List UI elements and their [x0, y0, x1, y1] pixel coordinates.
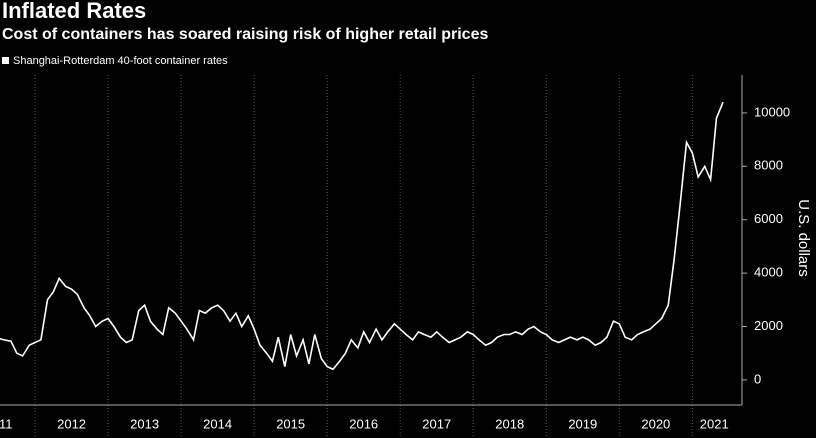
- y-tick-label: 6000: [754, 211, 783, 226]
- x-tick-label: 2014: [203, 416, 232, 431]
- y-tick-label: 4000: [754, 265, 783, 280]
- x-tick-label: 2018: [495, 416, 524, 431]
- x-tick-label: 2011: [0, 416, 13, 431]
- y-tick-label: 8000: [754, 158, 783, 173]
- legend-swatch: [2, 57, 9, 64]
- x-tick-label: 2016: [349, 416, 378, 431]
- x-tick-label: 2019: [568, 416, 597, 431]
- legend-label: Shanghai-Rotterdam 40-foot container rat…: [13, 55, 228, 67]
- x-tick-label: 2015: [276, 416, 305, 431]
- x-tick-label: 2013: [130, 416, 159, 431]
- y-tick-label: 10000: [754, 104, 790, 119]
- series-line: [0, 101, 724, 371]
- x-tick-label: 2021: [700, 416, 729, 431]
- x-tick-label: 2017: [422, 416, 451, 431]
- chart-title: Inflated Rates: [2, 0, 146, 23]
- chart-subtitle: Cost of containers has soared raising ri…: [2, 26, 488, 43]
- y-tick-label: 2000: [754, 318, 783, 333]
- y-tick-label: 0: [754, 371, 761, 386]
- x-tick-label: 2020: [641, 416, 670, 431]
- y-axis-label: U.S. dollars: [795, 199, 812, 277]
- x-tick-label: 2012: [57, 416, 86, 431]
